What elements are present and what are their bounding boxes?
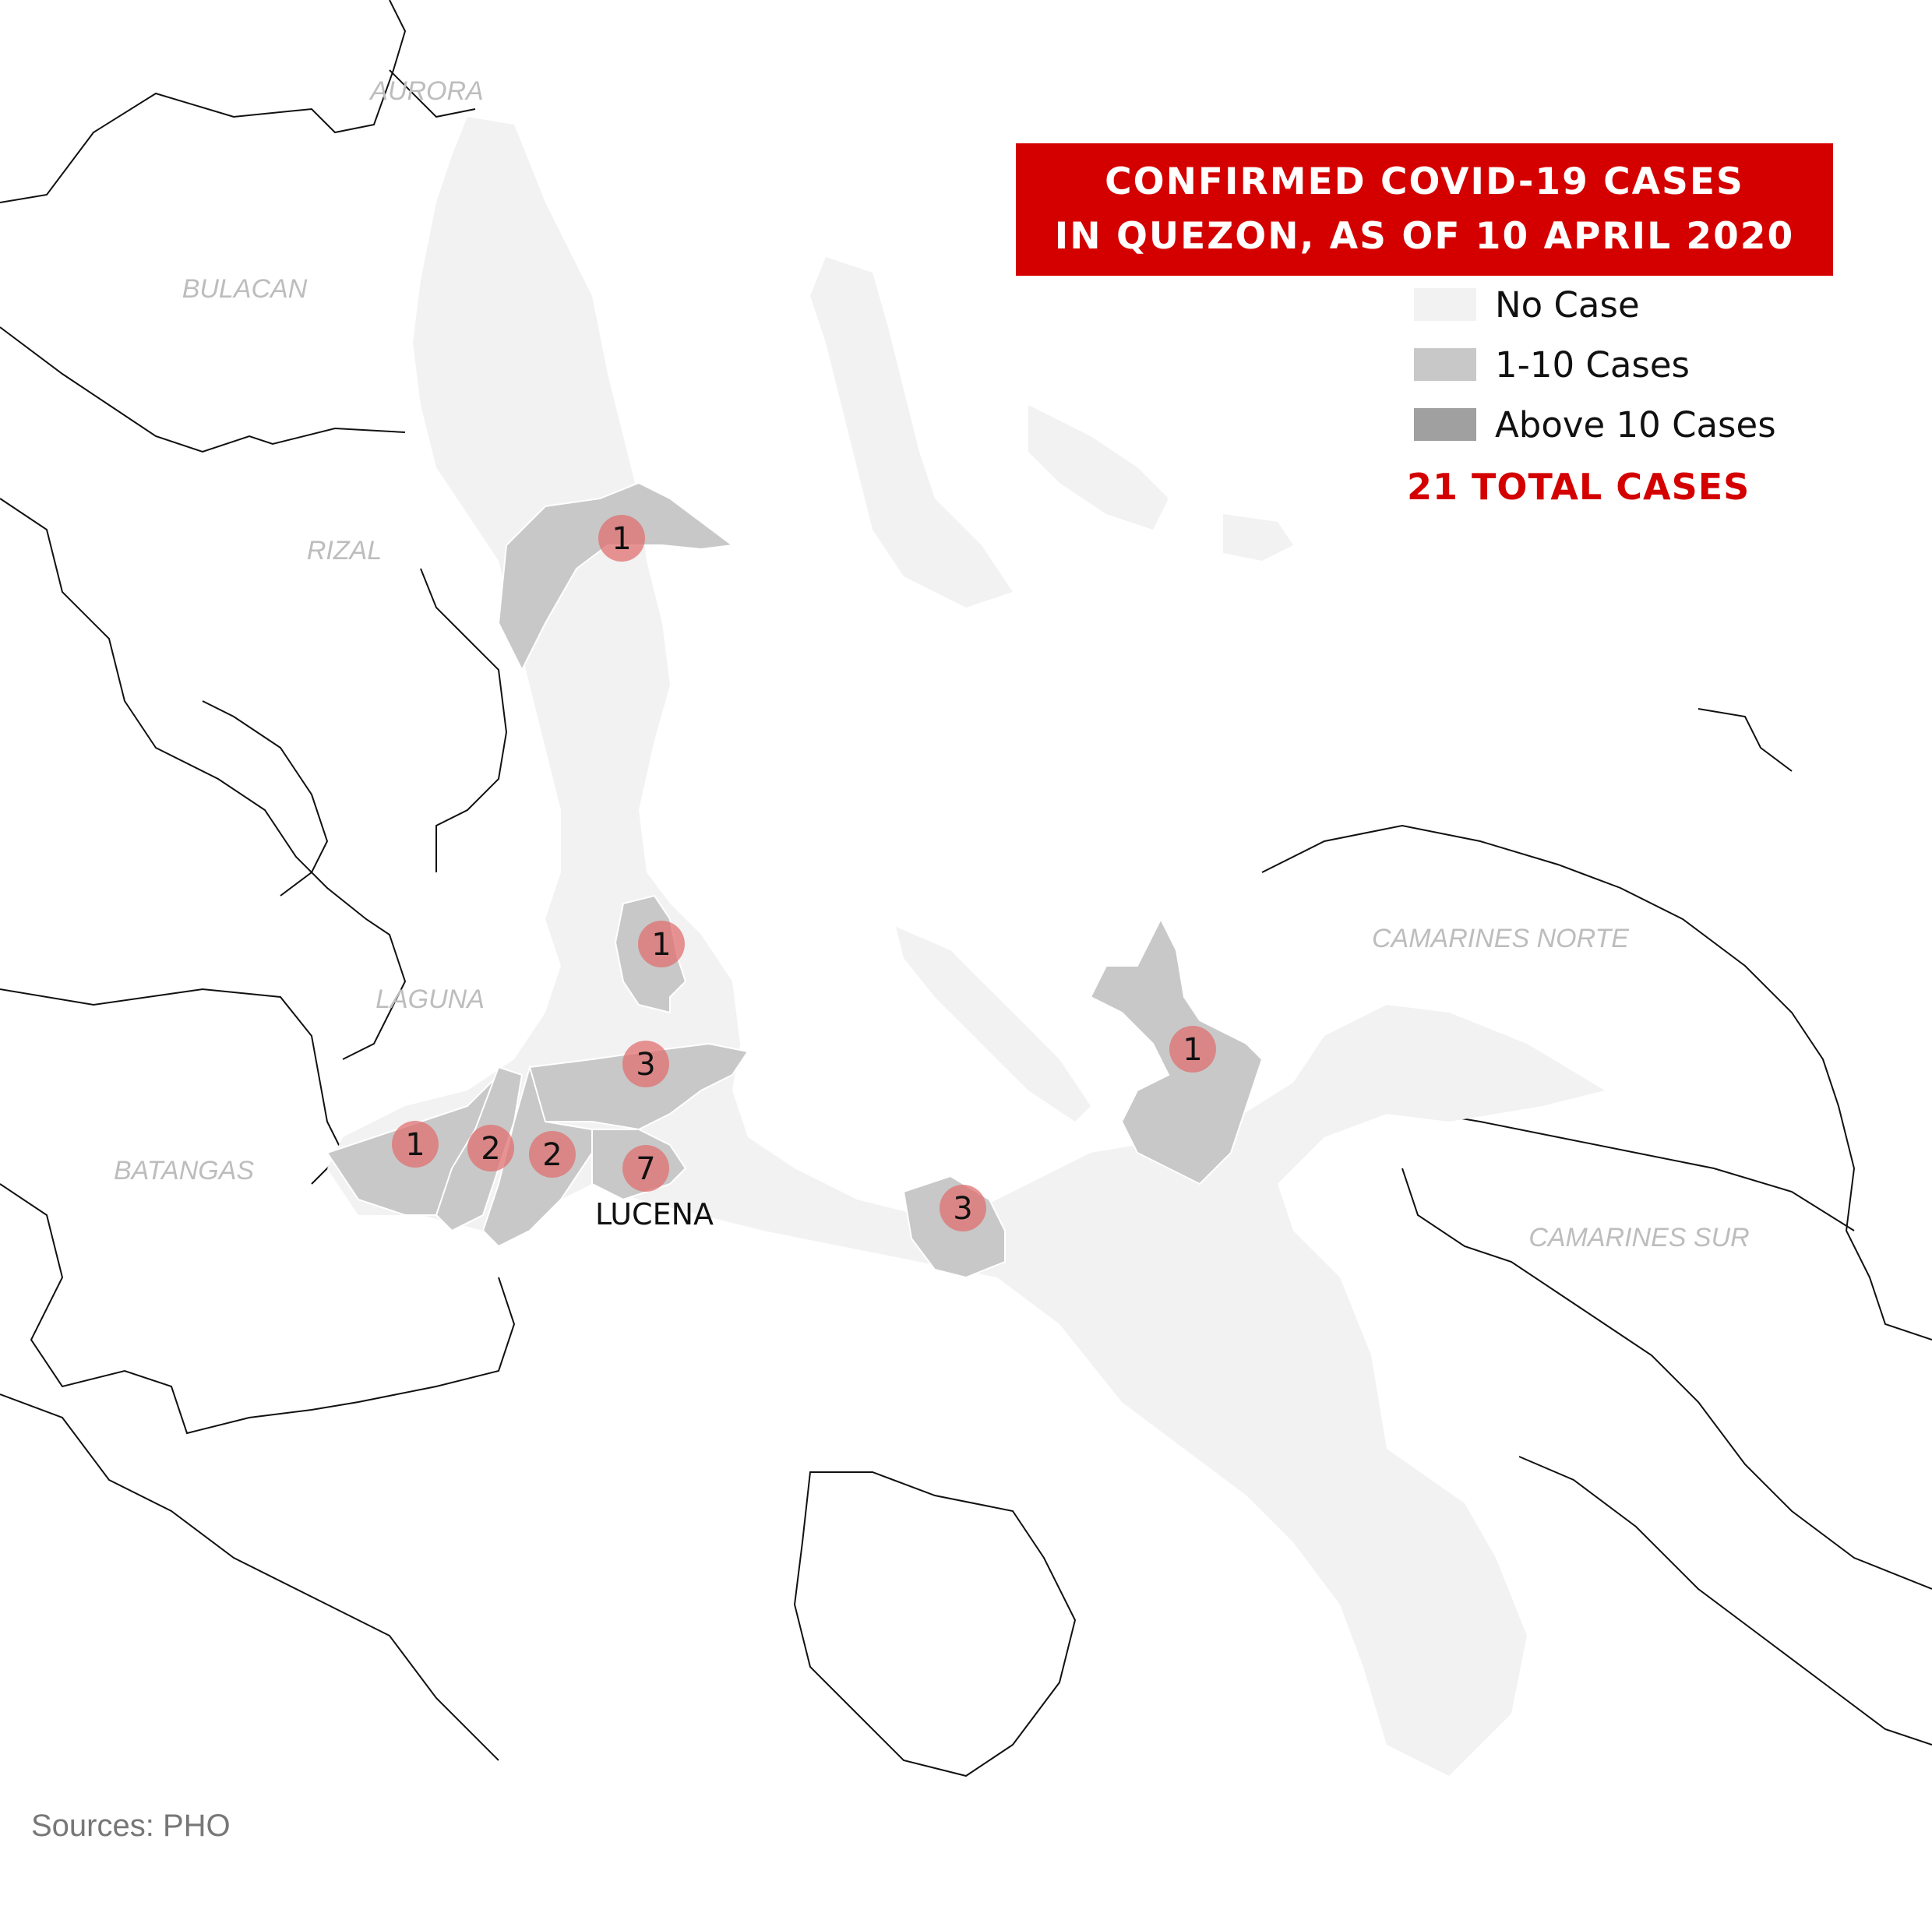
case-marker-gumaca: 3	[940, 1185, 986, 1231]
municipality-infanta	[497, 481, 735, 672]
case-count: 3	[953, 1191, 972, 1227]
label-lucena: LUCENA	[595, 1197, 714, 1231]
case-count: 1	[405, 1127, 425, 1163]
aurora-quezon-border	[389, 69, 476, 118]
batangas-south-coast	[0, 1393, 499, 1761]
jomalig-island	[1223, 514, 1293, 561]
case-marker-calauag: 1	[1169, 1026, 1216, 1073]
camarines-sur-coast	[1401, 1168, 1932, 1590]
alabat-island	[896, 927, 1091, 1122]
case-count: 1	[651, 927, 671, 963]
province-boundaries	[0, 0, 1932, 1777]
bulacan-rizal-border	[0, 326, 406, 453]
legend-item-1-10-cases: 1-10 Cases	[1414, 343, 1690, 386]
legend-swatch	[1414, 288, 1476, 321]
legend-item-no-case: No Case	[1414, 284, 1640, 326]
case-count: 2	[481, 1131, 500, 1167]
case-count: 2	[542, 1137, 562, 1173]
rizal-laguna-border	[0, 498, 407, 1060]
case-marker-infanta: 1	[598, 515, 645, 562]
polillo-islet	[1028, 405, 1169, 530]
camarines-norte-coast	[1261, 824, 1932, 1340]
province-labels: AURORA BULACAN RIZAL LAGUNA BATANGAS CAM…	[114, 76, 1750, 1252]
quezon-mainland	[327, 117, 1605, 1776]
label-laguna: LAGUNA	[375, 985, 485, 1014]
case-markers: 1 1 3 1 2 2 7	[392, 515, 1216, 1231]
batangas-coast	[0, 1183, 516, 1435]
title-line-1: CONFIRMED COVID-19 CASES	[1105, 160, 1744, 203]
legend-label: 1-10 Cases	[1495, 343, 1690, 386]
legend-label: No Case	[1495, 284, 1640, 326]
case-marker-mauban: 1	[638, 921, 685, 967]
camarines-norte-sur-border	[1386, 1105, 1855, 1231]
case-marker-lucena: 7	[622, 1145, 669, 1192]
label-camarines-norte: CAMARINES NORTE	[1372, 924, 1629, 953]
case-marker-tiaong: 1	[392, 1121, 439, 1168]
case-count: 3	[636, 1047, 655, 1083]
legend-item-above-10-cases: Above 10 Cases	[1414, 403, 1776, 446]
case-count: 7	[636, 1151, 655, 1187]
map-title: CONFIRMED COVID-19 CASES IN QUEZON, AS O…	[1016, 143, 1833, 276]
case-marker-lucban: 3	[622, 1041, 669, 1087]
laguna-lake-shore	[202, 700, 329, 897]
title-line-2: IN QUEZON, AS OF 10 APRIL 2020	[1054, 215, 1795, 258]
legend-label: Above 10 Cases	[1495, 403, 1776, 446]
legend-swatch	[1414, 348, 1476, 381]
case-marker-sariaya: 2	[529, 1131, 576, 1178]
ragay-gulf-coast	[1518, 1456, 1932, 1746]
islands-outline	[1698, 708, 1793, 772]
case-marker-candelaria: 2	[467, 1125, 514, 1171]
rizal-quezon-border	[420, 568, 508, 872]
label-camarines-sur: CAMARINES SUR	[1528, 1223, 1749, 1252]
alabat-polillo-island	[810, 257, 1013, 608]
label-bulacan: BULACAN	[182, 274, 308, 304]
total-cases: 21 TOTAL CASES	[1407, 466, 1750, 508]
marinduque-outline	[793, 1471, 1077, 1777]
legend-swatch	[1414, 408, 1476, 441]
sources-note: Sources: PHO	[31, 1809, 231, 1843]
quezon-province	[327, 117, 1605, 1776]
aurora-bulacan-border	[0, 0, 407, 203]
laguna-batangas-border	[0, 988, 344, 1185]
case-count: 1	[612, 521, 631, 557]
label-batangas: BATANGAS	[114, 1156, 254, 1185]
case-count: 1	[1183, 1032, 1202, 1068]
label-rizal: RIZAL	[307, 536, 382, 565]
label-aurora: AURORA	[368, 76, 483, 106]
